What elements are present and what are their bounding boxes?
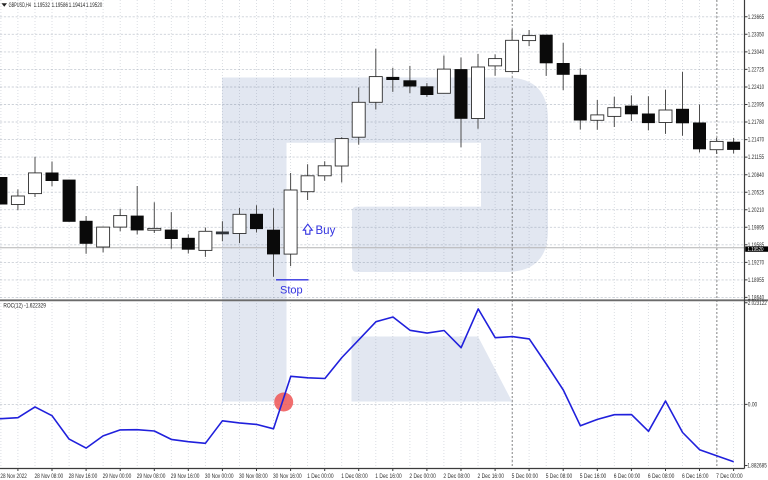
svg-text:6 Dec 08:00: 6 Dec 08:00 [648, 474, 675, 480]
svg-text:1.23350: 1.23350 [748, 32, 765, 38]
svg-text:Stop: Stop [280, 285, 303, 297]
svg-text:1.23040: 1.23040 [748, 50, 765, 56]
svg-text:29 Nov 00:00: 29 Nov 00:00 [103, 474, 132, 480]
svg-text:1.19270: 1.19270 [748, 261, 765, 267]
svg-text:1.21780: 1.21780 [748, 120, 765, 126]
svg-text:1.22410: 1.22410 [748, 85, 765, 91]
svg-text:1.19586: 1.19586 [52, 3, 69, 9]
svg-text:2.023122: 2.023122 [748, 301, 767, 307]
svg-text:29 Nov 16:00: 29 Nov 16:00 [171, 474, 200, 480]
svg-text:6 Dec 16:00: 6 Dec 16:00 [682, 474, 709, 480]
svg-text:2 Dec 00:00: 2 Dec 00:00 [409, 474, 436, 480]
svg-text:1.19414: 1.19414 [69, 3, 86, 9]
svg-text:GBPUSD,H4: GBPUSD,H4 [9, 3, 32, 9]
svg-text:29 Nov 08:00: 29 Nov 08:00 [137, 474, 166, 480]
svg-text:2 Dec 08:00: 2 Dec 08:00 [443, 474, 470, 480]
svg-text:1.19895: 1.19895 [748, 225, 765, 231]
svg-text:1 Dec 16:00: 1 Dec 16:00 [375, 474, 402, 480]
svg-text:1.22095: 1.22095 [748, 103, 765, 109]
svg-text:1.19585: 1.19585 [748, 243, 765, 249]
svg-text:1.20210: 1.20210 [748, 208, 765, 214]
svg-text:1.21155: 1.21155 [748, 155, 765, 161]
svg-text:1.22725: 1.22725 [748, 68, 765, 74]
svg-text:5 Dec 00:00: 5 Dec 00:00 [512, 474, 539, 480]
svg-text:5 Dec 16:00: 5 Dec 16:00 [580, 474, 607, 480]
svg-text:-1.882685: -1.882685 [746, 464, 768, 470]
svg-text:1.18955: 1.18955 [748, 278, 765, 284]
svg-text:1.18640: 1.18640 [748, 296, 765, 302]
svg-text:7 Dec 00:00: 7 Dec 00:00 [716, 474, 743, 480]
svg-text:1.19520: 1.19520 [748, 247, 764, 253]
svg-text:30 Nov 16:00: 30 Nov 16:00 [273, 474, 302, 480]
svg-text:1 Dec 08:00: 1 Dec 08:00 [341, 474, 368, 480]
svg-text:30 Nov 08:00: 30 Nov 08:00 [239, 474, 268, 480]
svg-text:1.23665: 1.23665 [748, 15, 765, 21]
svg-text:1.19520: 1.19520 [86, 3, 103, 9]
svg-text:1.20840: 1.20840 [748, 173, 765, 179]
svg-text:28 Nov 08:00: 28 Nov 08:00 [35, 474, 64, 480]
svg-text:1 Dec 00:00: 1 Dec 00:00 [307, 474, 334, 480]
svg-text:1.21470: 1.21470 [748, 138, 765, 144]
svg-text:30 Nov 00:00: 30 Nov 00:00 [205, 474, 234, 480]
svg-text:28 Nov 2022: 28 Nov 2022 [0, 474, 27, 480]
svg-text:Buy: Buy [316, 225, 336, 237]
svg-text:1.20525: 1.20525 [748, 190, 765, 196]
svg-text:5 Dec 08:00: 5 Dec 08:00 [546, 474, 573, 480]
svg-text:ROC(12) -1.622329: ROC(12) -1.622329 [3, 303, 46, 310]
svg-text:6 Dec 00:00: 6 Dec 00:00 [614, 474, 641, 480]
svg-text:2 Dec 16:00: 2 Dec 16:00 [478, 474, 505, 480]
svg-text:28 Nov 16:00: 28 Nov 16:00 [69, 474, 98, 480]
svg-text:1.19532: 1.19532 [34, 3, 51, 9]
svg-text:0.00: 0.00 [748, 403, 758, 409]
